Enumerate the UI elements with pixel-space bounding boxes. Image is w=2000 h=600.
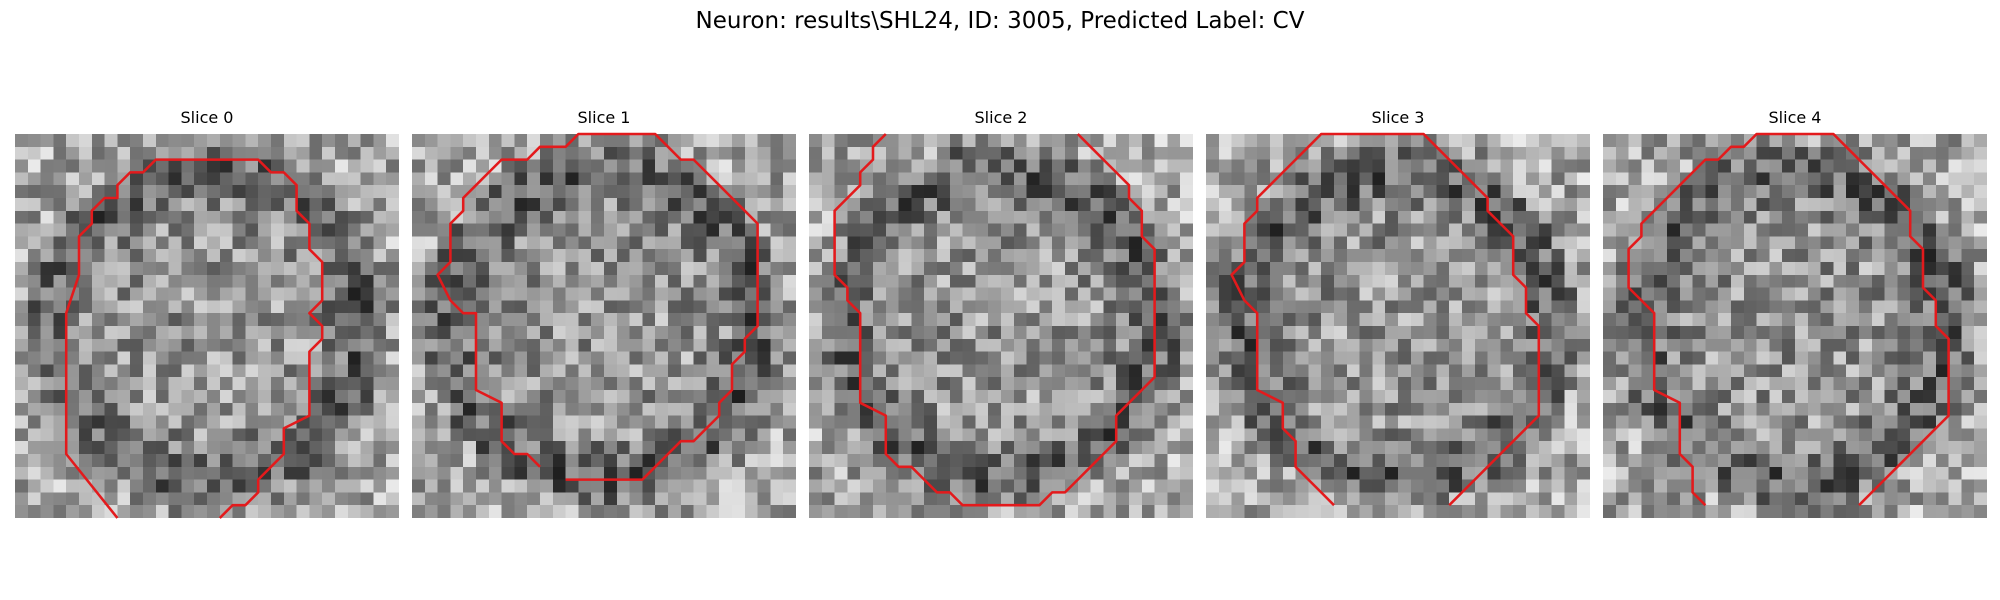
contour-overlay [436, 132, 759, 481]
grayscale-image [1206, 134, 1590, 518]
slice-panel-1: Slice 1 [412, 108, 796, 518]
slice-title: Slice 2 [974, 108, 1028, 127]
segmentation-contour [64, 158, 324, 519]
contour-overlay [64, 158, 324, 519]
contour-overlay [1230, 132, 1541, 507]
figure-title: Neuron: results\SHL24, ID: 3005, Predict… [695, 8, 1305, 34]
slice-panel-4: Slice 4 [1603, 108, 1987, 518]
segmentation-contour [1230, 132, 1541, 507]
slice-panel-0: Slice 0 [15, 108, 399, 519]
segmentation-contour [1627, 132, 1950, 507]
slice-panel-3: Slice 3 [1206, 108, 1590, 518]
slice-title: Slice 4 [1768, 108, 1822, 127]
slice-title: Slice 1 [577, 108, 631, 127]
contour-overlay [833, 133, 1156, 507]
slice-title: Slice 3 [1371, 108, 1425, 127]
segmentation-contour [833, 133, 1156, 507]
slice-panel-2: Slice 2 [809, 108, 1193, 518]
grayscale-image [15, 134, 399, 518]
segmentation-contour [436, 132, 759, 481]
contour-overlay [1627, 132, 1950, 507]
slice-title: Slice 0 [180, 108, 234, 127]
